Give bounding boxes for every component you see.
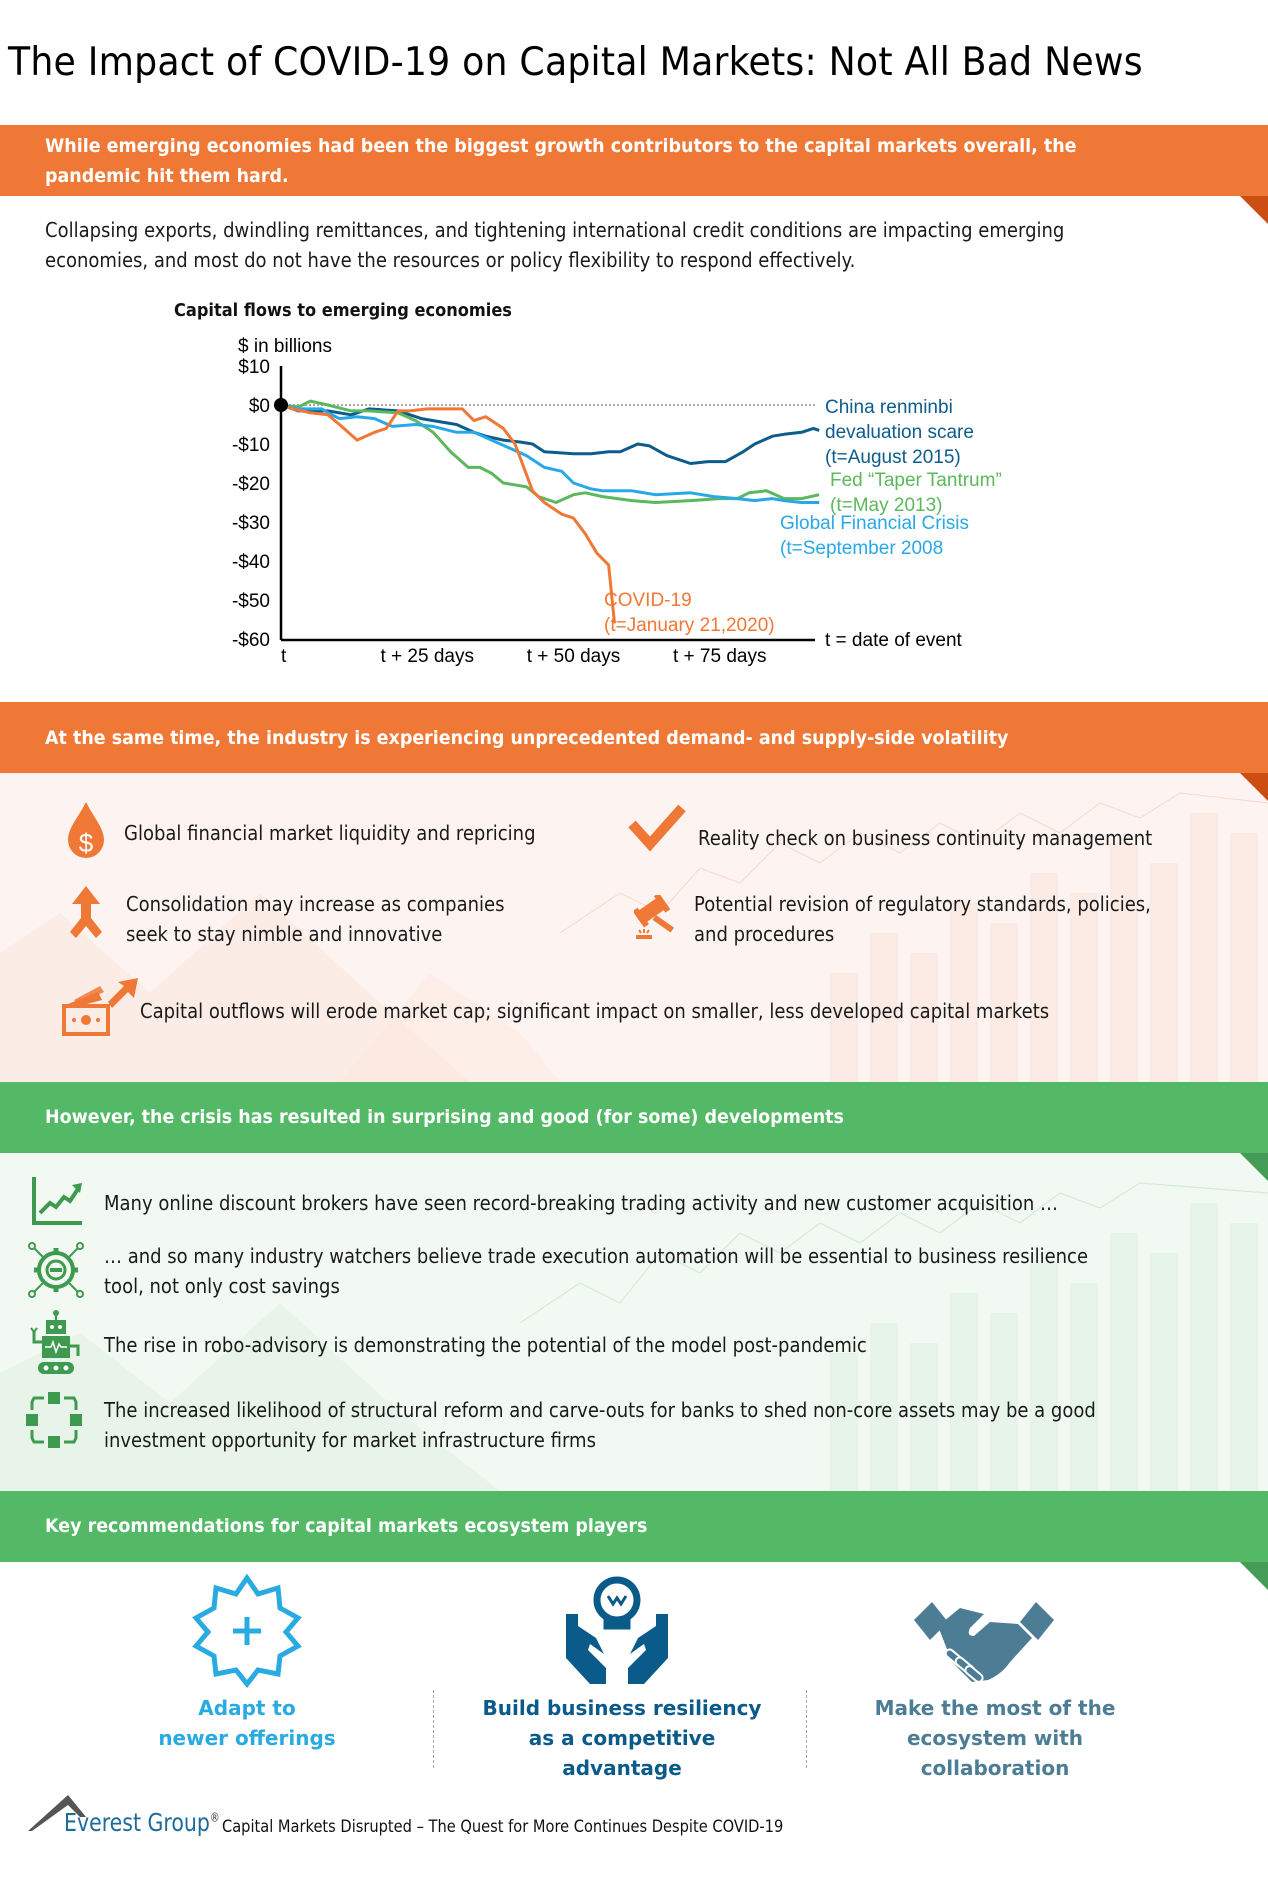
chart-series-line [280,403,820,465]
chart-y-tick-label: -$20 [232,474,270,495]
banner-fold-decoration [1240,1153,1268,1181]
chart-series-label: (t=January 21,2020) [604,615,775,636]
chart-title: Capital flows to emerging economies [174,300,512,321]
section1-body-line2: economies, and most do not have the reso… [45,248,856,272]
capital-flows-line-chart: $ in billions $10 $0 -$10 -$20 -$30 -$40 -$50 -… [232,336,1002,667]
market-background-pattern [0,1182,1268,1491]
everest-mountain-logo-icon [28,1795,86,1831]
chart-series-label: (t=August 2015) [825,447,961,468]
recommendation-resiliency-line2: as a competitive advantage [528,1726,716,1780]
chart-x-tick-label: t + 50 days [527,646,620,667]
registered-mark: ® [209,1810,220,1825]
chart-x-axis-label: t = date of event [825,630,963,651]
handshake-icon [914,1602,1054,1683]
section2-banner: At the same time, the industry is experi… [0,702,1268,773]
development-item-brokers: Many online discount brokers have seen r… [104,1191,1059,1215]
footer-report-title: Capital Markets Disrupted – The Quest fo… [222,1817,784,1837]
everest-group-logo: Everest Group® [64,1808,220,1837]
section3-banner-text: However, the crisis has resulted in surp… [45,1106,844,1128]
chart-series-label: devaluation scare [825,422,974,443]
page-title: The Impact of COVID-19 on Capital Market… [8,40,1143,85]
money-outflow-icon [62,978,138,1036]
recommendation-adapt: Adapt to newer offerings [117,1693,377,1753]
chart-series-line [280,403,820,504]
chart-series-labels: China renminbi devaluation scare (t=August… [604,397,1002,636]
section2-banner-text: At the same time, the industry is experi… [45,727,1009,749]
structure-nodes-icon [26,1392,82,1448]
robot-icon [30,1310,80,1374]
section1-banner-line2: pandemic hit them hard. [45,165,289,187]
chart-series [280,399,820,624]
development-item-structural-reform-line2: investment opportunity for market infras… [104,1428,596,1452]
volatility-item-consolidation-line1: Consolidation may increase as companies [126,892,505,916]
recommendation-resiliency: Build business resiliency as a competiti… [472,1693,772,1783]
chart-series-line [280,403,616,624]
volatility-item-regulatory-line2: and procedures [694,922,835,946]
section3-banner: However, the crisis has resulted in surp… [0,1082,1268,1153]
volatility-item-capital-outflows: Capital outflows will erode market cap; … [140,999,1050,1023]
chart-x-tick-label: t + 75 days [673,646,766,667]
merge-arrow-icon [70,886,102,938]
volatility-item-regulatory-line1: Potential revision of regulatory standar… [694,892,1151,916]
chart-y-axis-label: $ in billions [238,336,332,357]
checkmark-icon [628,804,686,852]
recommendation-collaboration: Make the most of the ecosystem with coll… [840,1693,1150,1783]
recommendation-collaboration-line2: ecosystem with collaboration [906,1726,1084,1780]
brand-name: Everest Group [64,1808,210,1837]
chart-series-label: Global Financial Crisis [780,513,969,534]
volatility-item-reality-check: Reality check on business continuity man… [698,826,1153,850]
lightbulb-hands-icon [566,1576,668,1684]
recommendation-adapt-line1: Adapt to [198,1696,296,1720]
recommendation-separator [806,1690,807,1768]
badge-plus-icon [192,1574,302,1688]
section3-background [0,1153,1268,1491]
development-item-automation-line1: … and so many industry watchers believe … [104,1244,1089,1268]
svg-text:$: $ [79,828,94,858]
volatility-item-liquidity: Global financial market liquidity and re… [124,821,536,845]
chart-y-tick-label: -$40 [232,552,270,573]
chart-series-label: Fed “Taper Tantrum” [830,470,1002,491]
chart-series-label: (t=May 2013) [830,495,942,516]
volatility-item-consolidation-line2: seek to stay nimble and innovative [126,922,443,946]
gavel-icon [634,895,675,939]
recommendation-collaboration-line1: Make the most of the [874,1696,1116,1720]
section4-banner: Key recommendations for capital markets … [0,1491,1268,1562]
market-background-pattern [0,792,1268,1082]
chart-y-tick-label: -$50 [232,591,270,612]
growth-chart-icon [32,1177,82,1225]
chart-series-line [280,399,820,504]
section4-banner-text: Key recommendations for capital markets … [45,1515,648,1537]
development-item-robo-advisory: The rise in robo-advisory is demonstrati… [104,1333,867,1357]
banner-fold-decoration [1240,1562,1268,1590]
development-item-structural-reform-line1: The increased likelihood of structural r… [104,1398,1096,1422]
automation-gear-icon [28,1242,84,1298]
chart-y-ticks: $10 $0 -$10 -$20 -$30 -$40 -$50 -$60 [232,357,270,651]
chart-x-tick-label: t [281,646,287,667]
chart-series-label: (t=September 2008 [780,538,943,559]
banner-fold-decoration [1240,773,1268,801]
chart-series-label: COVID-19 [604,590,692,611]
chart-y-tick-label: -$60 [232,630,270,651]
section1-body-line1: Collapsing exports, dwindling remittance… [45,218,1065,242]
chart-origin-marker [274,398,288,412]
dollar-drop-icon: $ [68,802,104,858]
chart-x-tick-label: t + 25 days [381,646,474,667]
recommendation-adapt-line2: newer offerings [158,1726,336,1750]
chart-series-label: China renminbi [825,397,953,418]
development-item-automation-line2: tool, not only cost savings [104,1274,340,1298]
chart-x-ticks: t t + 25 days t + 50 days t + 75 days [281,646,766,667]
chart-y-tick-label: $0 [249,396,270,417]
chart-y-tick-label: $10 [238,357,270,378]
banner-fold-decoration [1240,196,1268,224]
recommendation-separator [433,1690,434,1768]
recommendation-resiliency-line1: Build business resiliency [482,1696,762,1720]
section1-banner-line1: While emerging economies had been the bi… [45,135,1077,157]
chart-y-tick-label: -$30 [232,513,270,534]
chart-y-tick-label: -$10 [232,435,270,456]
section1-banner: While emerging economies had been the bi… [0,125,1268,196]
